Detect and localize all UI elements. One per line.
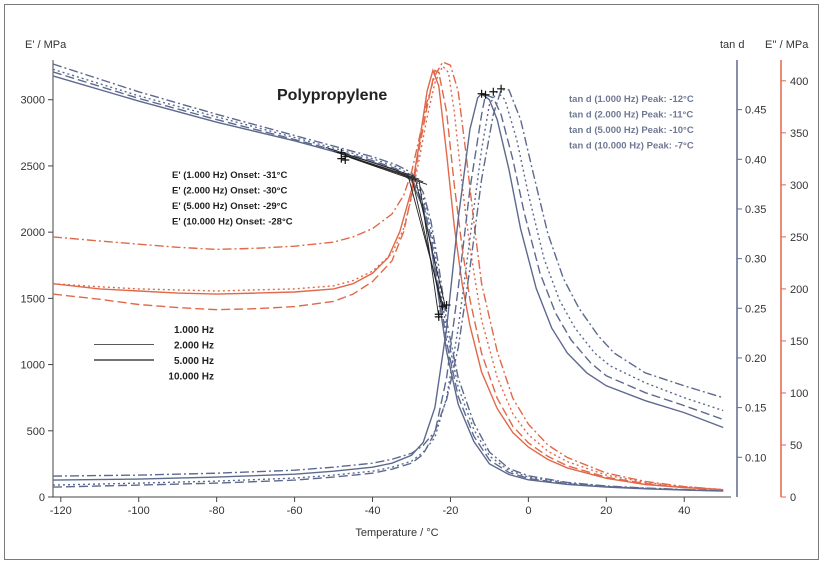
onset-label: E' (10.000 Hz) Onset: -28°C	[172, 217, 293, 228]
series-line-tan-d-1-000-hz	[52, 92, 724, 481]
series-layer	[52, 61, 724, 492]
onset-tangent-line	[341, 153, 424, 183]
peak-marker	[497, 84, 506, 93]
x-tick-label: 40	[678, 505, 690, 517]
legend-label: 5.000 Hz	[174, 356, 214, 367]
series-line-e-5-000-hz	[52, 68, 724, 492]
x-tick-label: -60	[287, 505, 303, 517]
x-tick-label: -20	[442, 505, 458, 517]
onset-tangent-line	[414, 179, 447, 312]
onset-marker	[438, 302, 447, 311]
right-tick-label: 0	[790, 492, 796, 504]
annotation-layer: E' (1.000 Hz) Onset: -31°C E' (2.000 Hz) …	[94, 84, 694, 383]
axes-layer: -120 -100 -80 -60 -40 -20 0 20 40050010001500200…	[21, 60, 808, 517]
tand-tick-label: 0.40	[745, 154, 766, 166]
tand-tick-label: 0.45	[745, 105, 766, 117]
right-tick-label: 200	[790, 284, 808, 296]
right-tick-label: 400	[790, 76, 808, 88]
legend-label: 1.000 Hz	[174, 325, 214, 336]
tand-tick-label: 0.35	[745, 204, 766, 216]
right-tick-label: 100	[790, 388, 808, 400]
peak-label: tan d (2.000 Hz) Peak: -11°C	[569, 110, 693, 121]
peak-marker	[489, 87, 498, 96]
onset-label: E' (2.000 Hz) Onset: -30°C	[172, 186, 287, 197]
onset-label: E' (1.000 Hz) Onset: -31°C	[172, 170, 287, 181]
series-line-e-1-000-hz	[52, 68, 724, 491]
x-tick-label: 0	[525, 505, 531, 517]
tand-tick-label: 0.15	[745, 403, 766, 415]
peak-label: tan d (5.000 Hz) Peak: -10°C	[569, 125, 694, 136]
peak-marker	[481, 90, 490, 99]
left-tick-label: 1500	[21, 293, 45, 305]
legend-label: 10.000 Hz	[168, 372, 214, 383]
x-tick-label: -40	[365, 505, 381, 517]
x-tick-label: -120	[50, 505, 72, 517]
x-tick-label: 20	[600, 505, 612, 517]
onset-tangent-line	[418, 181, 440, 317]
series-line-tan-d-10-000-hz	[52, 89, 724, 477]
onset-label: E' (5.000 Hz) Onset: -29°C	[172, 201, 287, 212]
tand-tick-label: 0.25	[745, 303, 766, 315]
onset-marker	[337, 154, 346, 163]
chart-title: Polypropylene	[277, 87, 387, 104]
onset-tangent-line	[348, 156, 428, 185]
left-tick-label: 1000	[21, 360, 45, 372]
onset-marker	[341, 155, 350, 164]
onset-tangent-line	[407, 173, 444, 306]
right-tick-label: 50	[790, 440, 802, 452]
series-line-e-5-000-hz	[52, 64, 724, 491]
right-tick-label: 250	[790, 232, 808, 244]
onset-tangent-line	[325, 146, 416, 177]
tand-axis-label: tan d	[720, 39, 744, 51]
series-line-tan-d-2-000-hz	[52, 93, 724, 488]
legend-label: 2.000 Hz	[174, 341, 214, 352]
tand-tick-label: 0.20	[745, 353, 766, 365]
x-tick-label: -80	[209, 505, 225, 517]
left-tick-label: 500	[27, 426, 45, 438]
left-tick-label: 3000	[21, 95, 45, 107]
x-axis-label: Temperature / °C	[355, 527, 438, 539]
left-tick-label: 0	[39, 492, 45, 504]
series-line-e-2-000-hz	[52, 71, 724, 492]
tand-tick-label: 0.10	[745, 452, 766, 464]
series-line-tan-d-5-000-hz	[52, 90, 724, 486]
peak-label: tan d (10.000 Hz) Peak: -7°C	[569, 141, 694, 152]
series-line-e-2-000-hz	[52, 69, 724, 491]
left-tick-label: 2000	[21, 227, 45, 239]
right-axis-label: E'' / MPa	[765, 39, 809, 51]
peak-marker	[477, 89, 486, 98]
dma-chart: -120 -100 -80 -60 -40 -20 0 20 40050010001500200…	[21, 39, 810, 539]
onset-tangent-line	[411, 176, 444, 311]
right-tick-label: 150	[790, 336, 808, 348]
left-tick-label: 2500	[21, 161, 45, 173]
onset-marker	[434, 312, 443, 321]
tand-tick-label: 0.30	[745, 254, 766, 266]
x-tick-label: -100	[128, 505, 150, 517]
series-line-e-1-000-hz	[52, 75, 724, 492]
onset-marker	[442, 300, 451, 309]
right-tick-label: 300	[790, 180, 808, 192]
left-axis-label: E' / MPa	[25, 39, 67, 51]
peak-label: tan d (1.000 Hz) Peak: -12°C	[569, 94, 694, 105]
figure-frame: -120 -100 -80 -60 -40 -20 0 20 40 0 500 1000 1500 200…	[4, 4, 819, 560]
right-tick-label: 350	[790, 128, 808, 140]
